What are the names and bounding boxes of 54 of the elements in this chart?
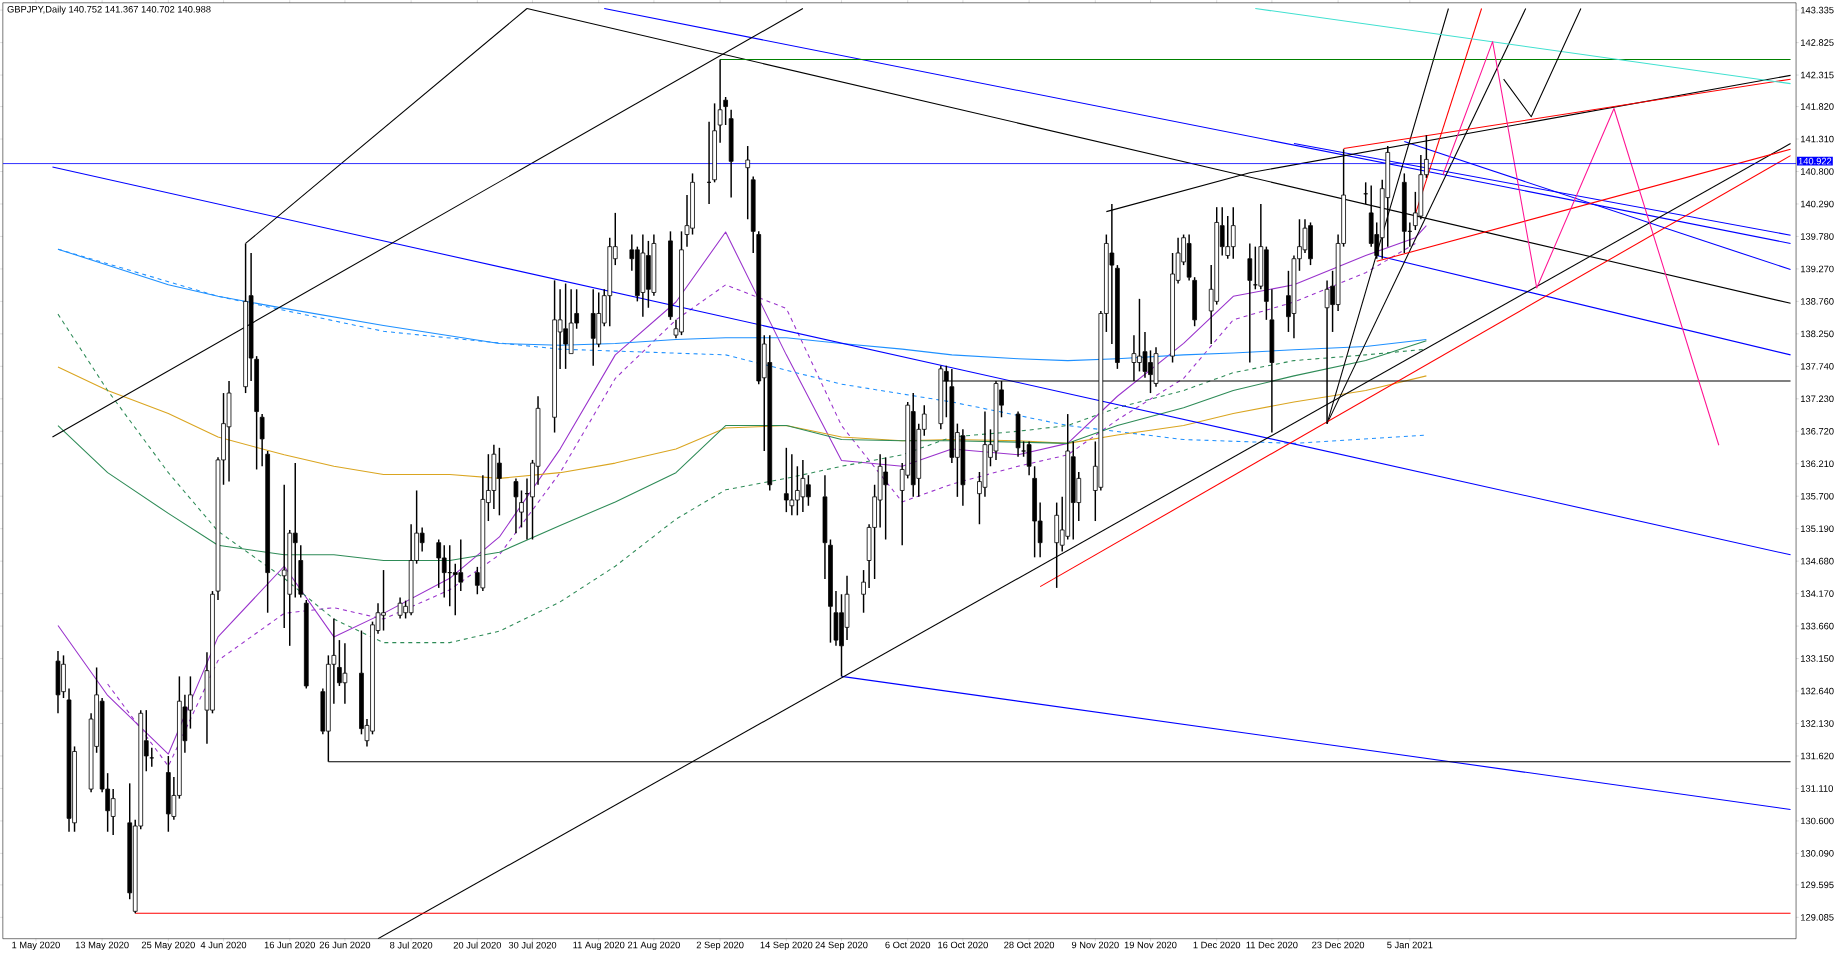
y-tick-label: 130.600 [1801, 817, 1834, 825]
x-tick-label: 21 Aug 2020 [627, 941, 680, 951]
ref-line-label: 140.922 [1798, 157, 1832, 165]
y-tick-label: 133.150 [1801, 655, 1834, 662]
y-tick-label: 140.290 [1801, 200, 1834, 208]
x-tick-label: 19 Nov 2020 [1124, 941, 1177, 949]
y-tick-label: 135.700 [1801, 492, 1834, 500]
x-tick-label: 8 Jul 2020 [390, 941, 433, 949]
y-tick-label: 132.130 [1801, 720, 1834, 727]
x-tick-label: 1 May 2020 [12, 941, 60, 951]
y-tick-label: 130.090 [1801, 850, 1834, 857]
x-tick-label: 11 Dec 2020 [1246, 941, 1298, 949]
x-tick-label: 14 Sep 2020 [760, 941, 813, 951]
y-tick-label: 129.085 [1801, 914, 1834, 921]
x-tick-label: 30 Jul 2020 [508, 941, 557, 949]
y-tick-label: 141.310 [1801, 135, 1834, 143]
x-tick-label: 9 Nov 2020 [1071, 941, 1119, 949]
y-tick-label: 140.800 [1801, 168, 1834, 175]
x-tick-label: 1 Dec 2020 [1193, 941, 1241, 949]
y-tick-label: 136.210 [1801, 460, 1834, 468]
x-tick-label: 26 Jun 2020 [319, 941, 371, 949]
x-tick-label: 13 May 2020 [75, 941, 129, 951]
y-tick-label: 139.780 [1801, 233, 1834, 240]
y-tick-label: 135.190 [1801, 525, 1834, 532]
chart-title: GBPJPY,Daily 140.752 141.367 140.702 140.988 [7, 5, 211, 15]
y-tick-label: 134.680 [1801, 557, 1834, 565]
x-tick-label: 6 Oct 2020 [885, 941, 931, 949]
x-tick-label: 25 May 2020 [141, 941, 195, 951]
y-tick-label: 138.760 [1801, 298, 1834, 305]
x-tick-label: 24 Sep 2020 [815, 941, 868, 951]
y-tick-label: 132.640 [1801, 687, 1834, 695]
y-tick-label: 133.660 [1801, 622, 1834, 630]
x-tick-label: 2 Sep 2020 [696, 941, 744, 951]
y-tick-label: 142.825 [1801, 39, 1834, 46]
y-tick-label: 142.315 [1801, 71, 1834, 79]
y-tick-label: 141.820 [1801, 103, 1834, 110]
y-tick-label: 139.270 [1801, 265, 1834, 273]
y-tick-label: 143.335 [1801, 6, 1834, 14]
x-tick-label: 20 Jul 2020 [453, 941, 502, 949]
x-tick-label: 16 Jun 2020 [264, 941, 315, 949]
y-tick-label: 129.595 [1801, 881, 1834, 889]
x-tick-label: 4 Jun 2020 [200, 941, 247, 949]
y-tick-label: 137.740 [1801, 363, 1834, 370]
y-tick-label: 138.250 [1801, 330, 1834, 338]
x-tick-label: 23 Dec 2020 [1312, 941, 1365, 949]
y-tick-label: 131.620 [1801, 752, 1834, 760]
y-tick-label: 137.230 [1801, 395, 1834, 403]
y-tick-label: 131.110 [1801, 785, 1833, 792]
y-tick-label: 134.170 [1801, 590, 1834, 597]
x-tick-label: 16 Oct 2020 [938, 941, 988, 949]
x-tick-label: 28 Oct 2020 [1004, 941, 1055, 949]
y-tick-label: 136.720 [1801, 427, 1834, 435]
x-tick-label: 11 Aug 2020 [573, 941, 625, 951]
x-tick-label: 5 Jan 2021 [1387, 941, 1433, 949]
